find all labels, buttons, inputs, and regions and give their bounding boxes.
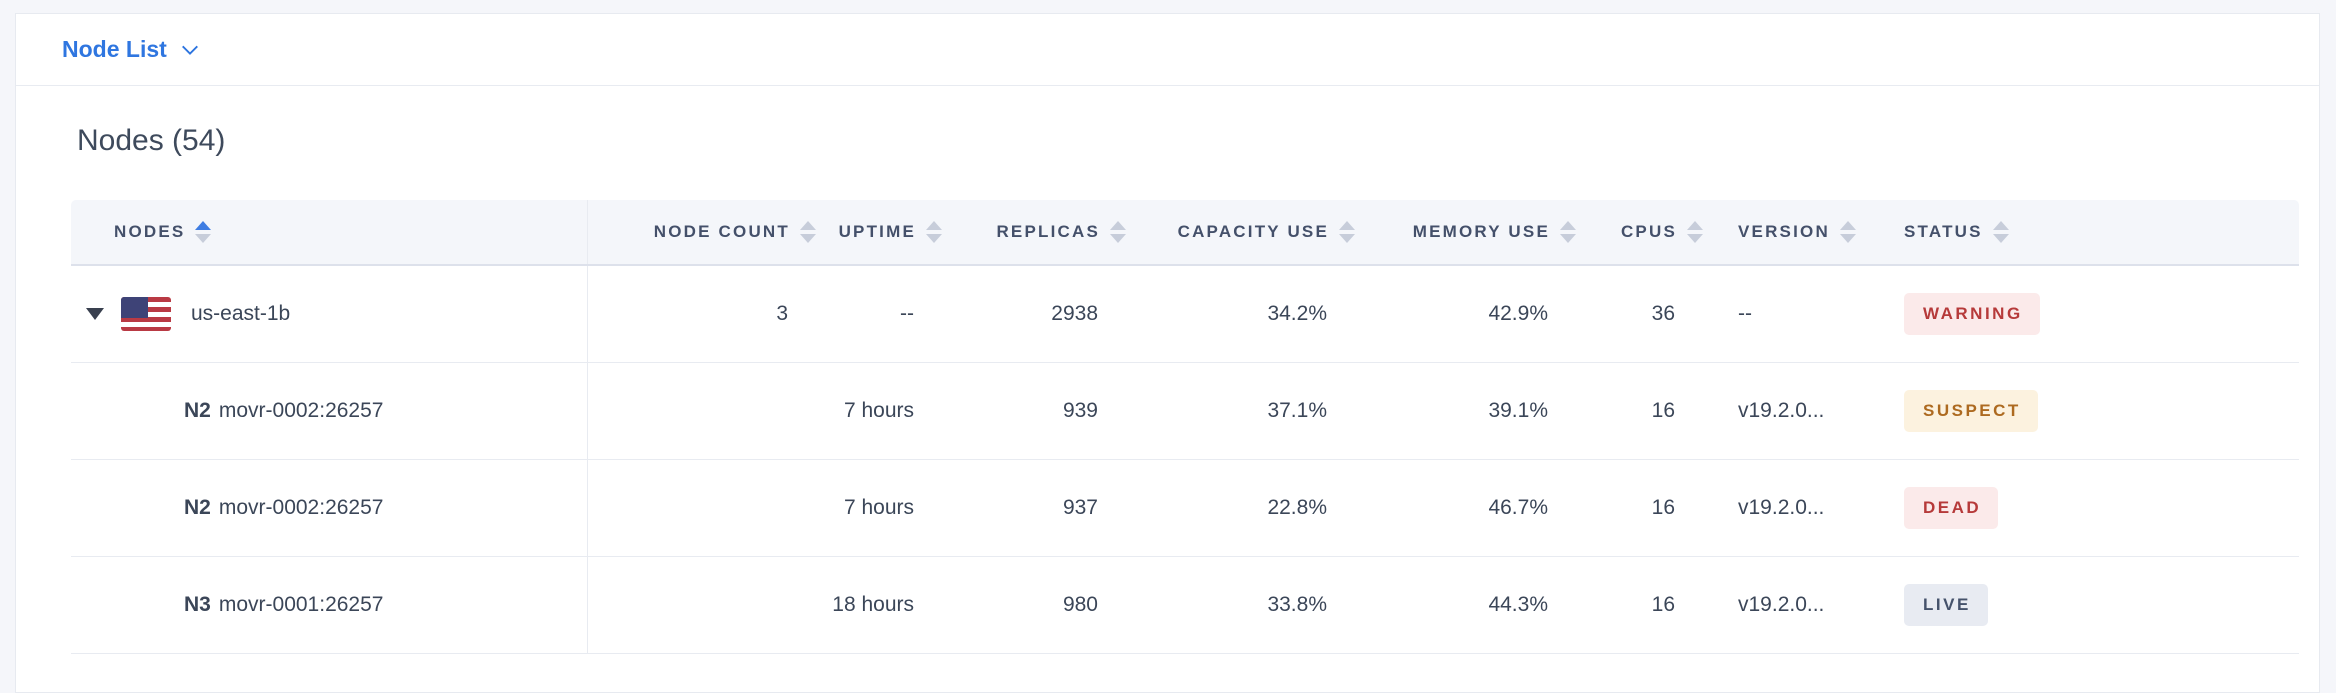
column-header-memory_use[interactable]: MEMORY USE	[1367, 200, 1588, 264]
sort-icon	[1110, 221, 1126, 243]
node_count-cell: 3	[776, 302, 788, 325]
column-label: MEMORY USE	[1412, 222, 1550, 241]
column-header-cpus[interactable]: CPUS	[1588, 200, 1715, 264]
column-header-capacity_use[interactable]: CAPACITY USE	[1138, 200, 1367, 264]
column-label: NODES	[114, 222, 186, 241]
sort-icon	[195, 221, 212, 243]
sort-icon	[1992, 221, 2009, 243]
node_count-cell	[588, 363, 828, 459]
status-badge: WARNING	[1904, 293, 2040, 335]
view-dropdown[interactable]: Node List	[62, 36, 198, 63]
nodes-cell: N2 movr-0002:26257	[71, 460, 588, 556]
node-name: N2 movr-0002:26257	[71, 399, 383, 423]
status-cell: WARNING	[1904, 266, 2299, 362]
node-id: N2	[184, 496, 211, 519]
sort-icon	[926, 221, 942, 243]
nodes-table: NODES NODE COUNT UPTIME REPLICAS CAPACITY US…	[71, 200, 2299, 654]
sort-icon	[800, 221, 816, 243]
memory_use-cell: 39.1%	[1488, 399, 1548, 422]
version-cell: v19.2.0...	[1738, 496, 1825, 519]
uptime-cell: --	[900, 302, 914, 325]
nodes-cell: N2 movr-0002:26257	[71, 363, 588, 459]
column-header-version[interactable]: VERSION	[1715, 200, 1904, 264]
memory_use-cell: 46.7%	[1488, 496, 1548, 519]
replicas-cell: 937	[1062, 496, 1098, 519]
node_count-cell	[588, 557, 828, 653]
capacity_use-cell: 22.8%	[1267, 496, 1327, 519]
cpus-cell: 16	[1651, 496, 1675, 519]
node-row[interactable]: N3 movr-0001:26257 18 hours 980 33.8% 44.3% 16…	[71, 557, 2299, 654]
uptime-cell: 18 hours	[832, 593, 914, 616]
capacity_use-cell: 37.1%	[1267, 399, 1327, 422]
cpus-cell: 36	[1651, 302, 1675, 325]
capacity_use-cell: 34.2%	[1267, 302, 1327, 325]
node-id: N2	[184, 399, 211, 422]
column-label: REPLICAS	[996, 222, 1100, 241]
status-cell: LIVE	[1904, 557, 2299, 653]
version-cell: v19.2.0...	[1738, 399, 1825, 422]
node-name: N3 movr-0001:26257	[71, 593, 383, 617]
node-address: movr-0002:26257	[218, 399, 384, 422]
column-label: CPUS	[1620, 222, 1677, 241]
nodes-cell: N3 movr-0001:26257	[71, 557, 588, 653]
cpus-cell: 16	[1651, 593, 1675, 616]
sort-icon	[1687, 221, 1703, 243]
sort-icon	[1839, 221, 1856, 243]
cpus-cell: 16	[1651, 399, 1675, 422]
memory_use-cell: 42.9%	[1488, 302, 1548, 325]
chevron-down-icon	[181, 38, 198, 55]
node-id: N3	[184, 593, 211, 616]
capacity_use-cell: 33.8%	[1267, 593, 1327, 616]
status-badge: LIVE	[1904, 584, 1988, 626]
status-badge: SUSPECT	[1904, 390, 2038, 432]
page-title: Nodes (54)	[77, 124, 226, 157]
card-header: Node List	[16, 14, 2319, 86]
region-row[interactable]: us-east-1b 3 -- 2938 34.2% 42.9% 36 -- WARNING	[71, 266, 2299, 363]
replicas-cell: 939	[1062, 399, 1098, 422]
status-badge: DEAD	[1904, 487, 1999, 529]
column-label: VERSION	[1738, 222, 1830, 241]
memory_use-cell: 44.3%	[1488, 593, 1548, 616]
us-flag-icon	[121, 297, 171, 331]
uptime-cell: 7 hours	[843, 399, 914, 422]
uptime-cell: 7 hours	[843, 496, 914, 519]
sort-icon	[1560, 221, 1576, 243]
status-cell: SUSPECT	[1904, 363, 2299, 459]
table-body: us-east-1b 3 -- 2938 34.2% 42.9% 36 -- WARNING N2…	[71, 266, 2299, 654]
node-row[interactable]: N2 movr-0002:26257 7 hours 937 22.8% 46.7% 16 v…	[71, 460, 2299, 557]
node-list-card: Node List Nodes (54) NODES NODE COUNT UPTI…	[15, 13, 2320, 693]
column-header-nodes[interactable]: NODES	[71, 200, 588, 264]
column-label: NODE COUNT	[653, 222, 790, 241]
node-address: movr-0001:26257	[218, 593, 384, 616]
column-label: STATUS	[1904, 222, 1983, 241]
nodes-cell: us-east-1b	[71, 266, 588, 362]
region-name: us-east-1b	[191, 302, 291, 325]
view-dropdown-label: Node List	[62, 36, 167, 62]
column-header-uptime[interactable]: UPTIME	[828, 200, 954, 264]
node-row[interactable]: N2 movr-0002:26257 7 hours 939 37.1% 39.1% 16 v…	[71, 363, 2299, 460]
table-header-row: NODES NODE COUNT UPTIME REPLICAS CAPACITY US…	[71, 200, 2299, 266]
sort-icon	[1339, 221, 1355, 243]
node-name: N2 movr-0002:26257	[71, 496, 383, 520]
replicas-cell: 980	[1062, 593, 1098, 616]
column-header-node_count[interactable]: NODE COUNT	[588, 200, 828, 264]
column-header-status[interactable]: STATUS	[1904, 200, 2299, 264]
version-cell: v19.2.0...	[1738, 593, 1825, 616]
caret-down-icon[interactable]	[86, 308, 104, 320]
status-cell: DEAD	[1904, 460, 2299, 556]
node_count-cell	[588, 460, 828, 556]
node-address: movr-0002:26257	[218, 496, 384, 519]
column-header-replicas[interactable]: REPLICAS	[954, 200, 1138, 264]
replicas-cell: 2938	[1051, 302, 1098, 325]
column-label: CAPACITY USE	[1177, 222, 1329, 241]
version-cell: --	[1738, 302, 1752, 325]
column-label: UPTIME	[838, 222, 916, 241]
